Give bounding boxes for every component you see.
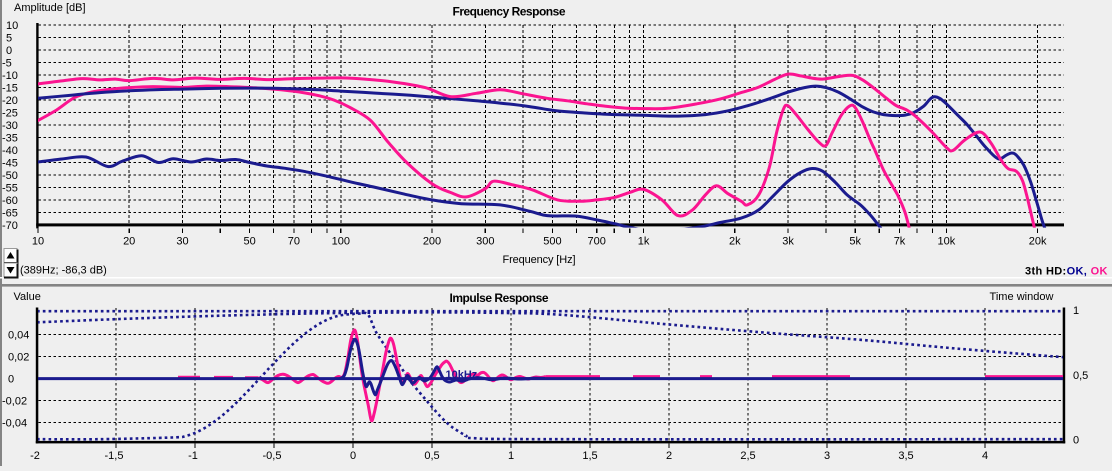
svg-text:3,5: 3,5	[898, 450, 913, 462]
svg-text:1: 1	[1073, 305, 1079, 317]
svg-text:5: 5	[6, 33, 12, 45]
svg-text:Time window: Time window	[990, 291, 1054, 303]
svg-text:70: 70	[288, 236, 300, 248]
svg-text:-2: -2	[30, 450, 40, 462]
svg-text:-55: -55	[2, 182, 18, 194]
svg-text:500: 500	[543, 236, 561, 248]
svg-text:-70: -70	[2, 220, 18, 232]
svg-text:4: 4	[982, 450, 988, 462]
svg-text:-60: -60	[2, 195, 18, 207]
svg-text:Impulse Response: Impulse Response	[450, 291, 549, 305]
svg-text:20: 20	[123, 236, 135, 248]
svg-text:Amplitude [dB]: Amplitude [dB]	[14, 2, 86, 14]
svg-text:10kHz: 10kHz	[446, 369, 478, 381]
svg-text:2: 2	[666, 450, 672, 462]
svg-text:300: 300	[476, 236, 494, 248]
svg-text:10: 10	[32, 236, 44, 248]
svg-text:200: 200	[423, 236, 441, 248]
svg-text:Frequency [Hz]: Frequency [Hz]	[503, 254, 576, 266]
svg-text:-10: -10	[2, 70, 18, 82]
svg-text:0,5: 0,5	[1073, 370, 1088, 382]
svg-text:0,5: 0,5	[424, 450, 439, 462]
svg-text:-1: -1	[188, 450, 198, 462]
svg-text:30: 30	[176, 236, 188, 248]
svg-text:7k: 7k	[894, 236, 906, 248]
svg-text:0: 0	[1073, 435, 1079, 447]
svg-text:3: 3	[824, 450, 830, 462]
svg-text:1,5: 1,5	[582, 450, 597, 462]
svg-text:10: 10	[6, 20, 18, 32]
svg-text:-1,5: -1,5	[105, 450, 124, 462]
svg-text:50: 50	[243, 236, 255, 248]
svg-text:10k: 10k	[938, 236, 956, 248]
svg-text:-15: -15	[2, 83, 18, 95]
svg-text:-25: -25	[2, 108, 18, 120]
svg-text:0: 0	[8, 373, 14, 385]
svg-text:0,04: 0,04	[8, 329, 29, 341]
svg-text:-30: -30	[2, 120, 18, 132]
svg-text:-0,02: -0,02	[2, 395, 27, 407]
svg-text:-45: -45	[2, 158, 18, 170]
svg-text:3k: 3k	[782, 236, 794, 248]
svg-text:(389Hz; -86,3 dB): (389Hz; -86,3 dB)	[20, 265, 107, 277]
svg-text:0,02: 0,02	[8, 351, 29, 363]
svg-text:-65: -65	[2, 207, 18, 219]
svg-text:2k: 2k	[729, 236, 741, 248]
svg-text:3th HD:OK, OK: 3th HD:OK, OK	[1025, 266, 1108, 278]
svg-text:Frequency Response: Frequency Response	[453, 5, 566, 19]
svg-text:700: 700	[588, 236, 606, 248]
svg-text:0: 0	[6, 45, 12, 57]
svg-text:20k: 20k	[1029, 236, 1047, 248]
svg-text:0: 0	[350, 450, 356, 462]
svg-text:1k: 1k	[638, 236, 650, 248]
svg-text:Value: Value	[14, 291, 41, 303]
svg-text:1: 1	[508, 450, 514, 462]
svg-text:-20: -20	[2, 95, 18, 107]
svg-text:-35: -35	[2, 133, 18, 145]
svg-text:100: 100	[332, 236, 350, 248]
svg-text:-5: -5	[2, 58, 12, 70]
svg-text:5k: 5k	[849, 236, 861, 248]
svg-text:-0,04: -0,04	[2, 417, 27, 429]
svg-text:-50: -50	[2, 170, 18, 182]
svg-text:-0,5: -0,5	[263, 450, 282, 462]
svg-text:2,5: 2,5	[740, 450, 755, 462]
svg-text:-40: -40	[2, 145, 18, 157]
